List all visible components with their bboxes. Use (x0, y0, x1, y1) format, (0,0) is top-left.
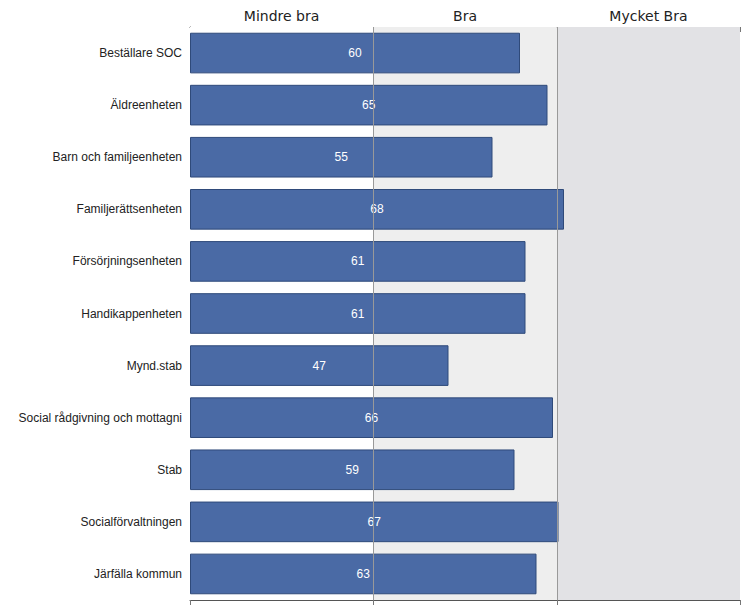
svg-text:Mycket Bra: Mycket Bra (609, 8, 687, 24)
svg-text:Bra: Bra (453, 8, 477, 24)
svg-text:Barn och familjeenheten: Barn och familjeenheten (53, 150, 182, 164)
svg-text:67: 67 (368, 515, 382, 529)
svg-text:59: 59 (346, 463, 360, 477)
svg-text:66: 66 (365, 411, 379, 425)
svg-text:Familjerättsenheten: Familjerättsenheten (77, 202, 182, 216)
svg-text:68: 68 (370, 202, 384, 216)
svg-text:Försörjningsenheten: Försörjningsenheten (73, 254, 182, 268)
svg-text:61: 61 (351, 254, 365, 268)
svg-text:55: 55 (335, 150, 349, 164)
svg-text:47: 47 (313, 359, 327, 373)
svg-text:60: 60 (348, 46, 362, 60)
svg-text:Social rådgivning och mottagni: Social rådgivning och mottagni (19, 411, 182, 425)
svg-text:Järfälla kommun: Järfälla kommun (94, 567, 182, 581)
svg-text:Socialförvaltningen: Socialförvaltningen (81, 515, 182, 529)
svg-text:Mynd.stab: Mynd.stab (127, 359, 183, 373)
svg-text:65: 65 (362, 98, 376, 113)
svg-text:Stab: Stab (157, 463, 182, 477)
svg-text:Mindre bra: Mindre bra (244, 8, 319, 24)
svg-text:61: 61 (351, 307, 365, 321)
svg-text:Handikappenheten: Handikappenheten (81, 307, 182, 321)
svg-text:63: 63 (357, 567, 371, 581)
svg-text:Beställare SOC: Beställare SOC (99, 46, 182, 60)
svg-text:Äldreenheten: Äldreenheten (111, 98, 182, 112)
